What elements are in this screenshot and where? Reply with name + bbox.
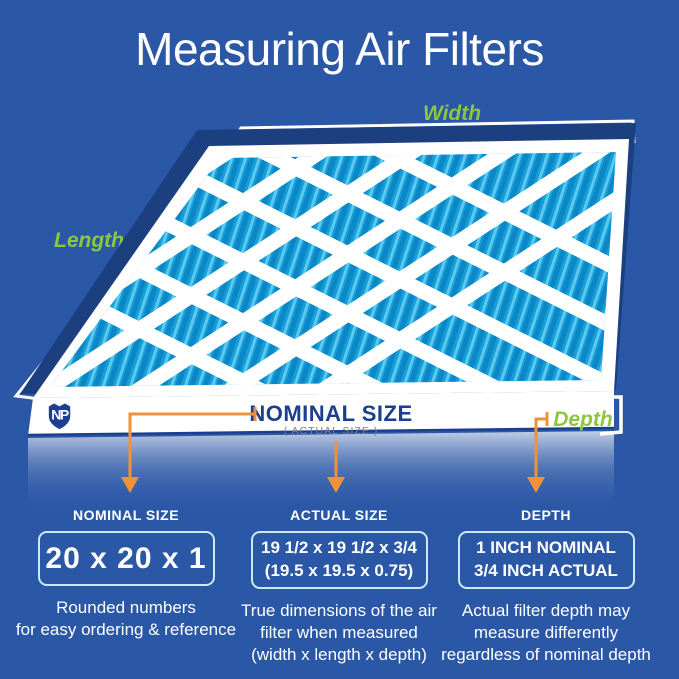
depth-bracket <box>599 395 623 436</box>
page-title: Measuring Air Filters <box>135 23 544 75</box>
actual-size-arrow <box>327 441 345 493</box>
nominal-size-value-box: 20 x 20 x 1 <box>37 531 215 586</box>
column-heading: DEPTH <box>521 507 571 523</box>
depth-value-box: 1 INCH NOMINAL 3/4 INCH ACTUAL <box>457 531 635 589</box>
column-description: Rounded numbers for easy ordering & refe… <box>15 598 237 640</box>
depth-label: Depth <box>553 408 613 431</box>
length-label: Length <box>54 229 124 252</box>
actual-size-value-box: 19 1/2 x 19 1/2 x 3/4 (19.5 x 19.5 x 0.7… <box>250 531 428 589</box>
filter-illustration <box>20 123 636 515</box>
width-label: Width <box>423 102 481 125</box>
box-value: 19 1/2 x 19 1/2 x 3/4 <box>261 538 417 557</box>
filter-front-edge <box>28 391 614 436</box>
svg-text:NP: NP <box>51 407 69 423</box>
box-value: (19.5 x 19.5 x 0.75) <box>264 560 414 580</box>
nominal-size-column: NOMINAL SIZE 20 x 20 x 1 Rounded numbers… <box>14 507 238 641</box>
box-value: 3/4 INCH ACTUAL <box>474 560 618 580</box>
column-heading: ACTUAL SIZE <box>290 507 388 523</box>
actual-size-column: ACTUAL SIZE 19 1/2 x 19 1/2 x 3/4 (19.5 … <box>227 507 451 666</box>
column-description: True dimensions of the air filter when m… <box>241 600 437 665</box>
nominal-size-arrow <box>121 407 257 493</box>
np-shield-logo-icon: NP <box>47 401 72 431</box>
depth-arrow <box>527 412 549 493</box>
column-heading: NOMINAL SIZE <box>72 507 180 523</box>
filter-reflection <box>28 431 614 515</box>
depth-column: DEPTH 1 INCH NOMINAL 3/4 INCH ACTUAL Act… <box>434 507 658 666</box>
front-edge-bottom-line <box>27 426 615 437</box>
frame-nominal-size-text: NOMINAL SIZE <box>249 401 412 426</box>
column-description: Actual filter depth may measure differen… <box>441 600 651 665</box>
box-value: 1 INCH NOMINAL <box>476 538 616 557</box>
frame-actual-size-text: ( ACTUAL SIZE ) <box>284 425 379 437</box>
box-value: 20 x 20 x 1 <box>45 541 207 575</box>
